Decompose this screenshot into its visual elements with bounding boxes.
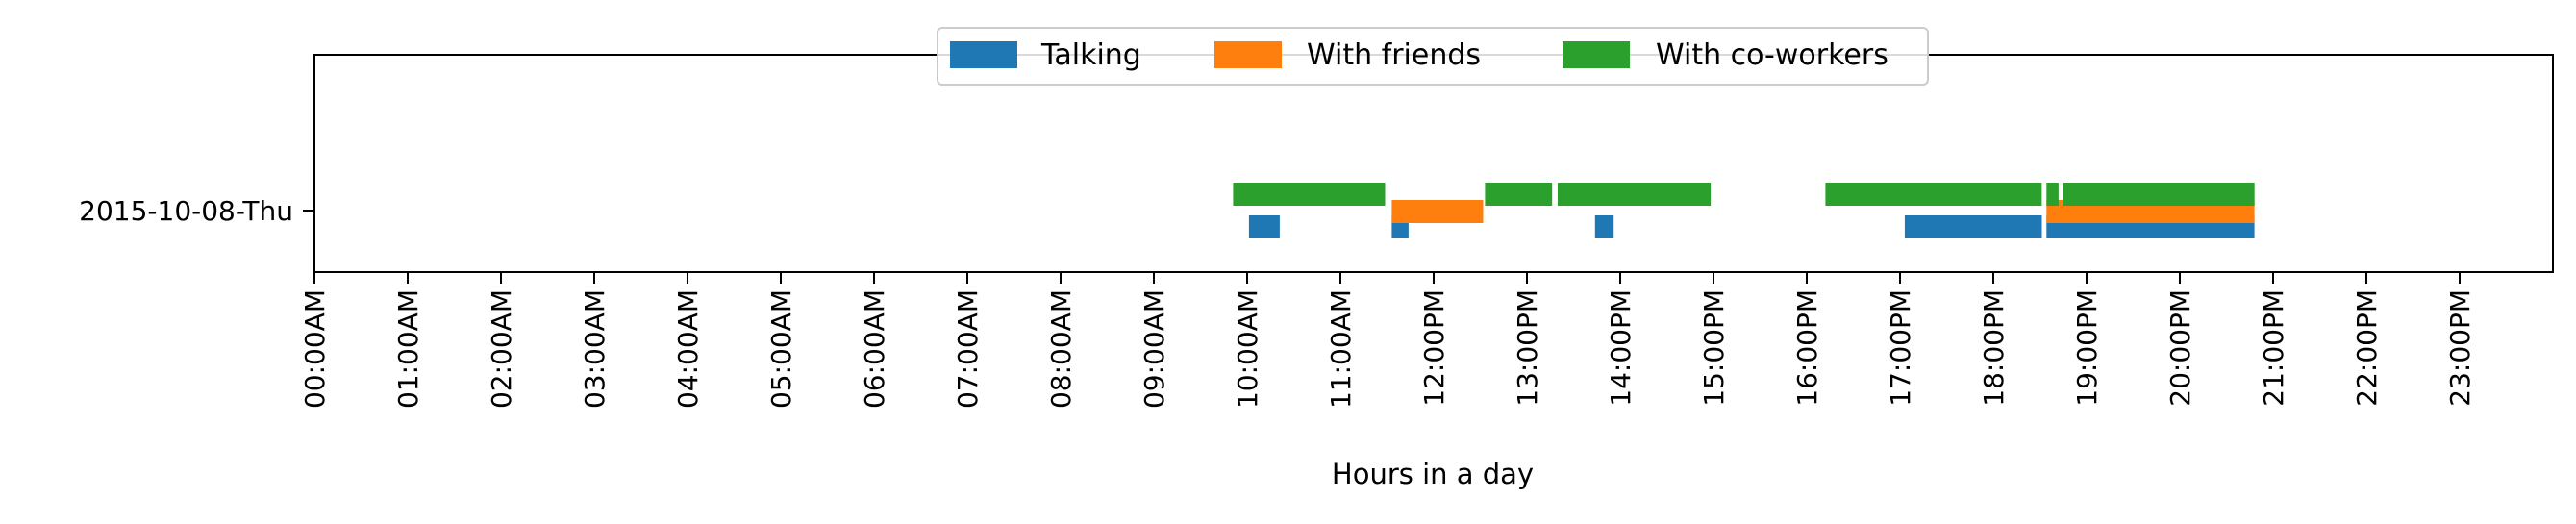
- with-co-workers-bar-2: [1485, 183, 1553, 206]
- x-tick-label: 12:00PM: [1418, 289, 1450, 407]
- x-tick-label: 19:00PM: [2071, 289, 2103, 407]
- x-tick-label: 17:00PM: [1885, 289, 1916, 407]
- legend-swatch-talking: [950, 41, 1017, 68]
- x-tick-label: 00:00AM: [299, 289, 331, 409]
- x-tick-label: 09:00AM: [1138, 289, 1170, 409]
- x-tick-label: 05:00AM: [765, 289, 797, 409]
- x-tick-label: 04:00AM: [672, 289, 704, 409]
- axes-frame: [313, 54, 2554, 273]
- x-tick-label: 21:00PM: [2258, 289, 2289, 407]
- x-tick-label: 10:00AM: [1232, 289, 1263, 409]
- with-co-workers-bar-6: [2063, 183, 2255, 206]
- legend: Talking With friends With co-workers: [937, 27, 1929, 86]
- x-tick-label: 22:00PM: [2351, 289, 2383, 407]
- x-tick-label: 07:00AM: [952, 289, 984, 409]
- legend-label-talking: Talking: [1040, 38, 1141, 72]
- legend-swatch-with-co-workers: [1563, 41, 1630, 68]
- x-axis-label: Hours in a day: [1332, 458, 1534, 490]
- legend-swatch-with-friends: [1214, 41, 1282, 68]
- data-marks: [1233, 183, 2255, 238]
- with-friends-bar-1: [1391, 200, 1484, 223]
- x-tick-label: 08:00AM: [1045, 289, 1077, 409]
- x-tick-label: 06:00AM: [859, 289, 890, 409]
- x-axis: 00:00AM 01:00AM 02:00AM 03:00AM 04:00AM 05:00…: [299, 272, 2476, 409]
- talking-bar-1: [1248, 215, 1280, 238]
- talking-bar-4: [1904, 215, 2042, 238]
- x-tick-label: 13:00PM: [1512, 289, 1543, 407]
- y-tick-label: 2015-10-08-Thu: [79, 195, 293, 227]
- x-tick-label: 03:00AM: [579, 289, 611, 409]
- legend-frame: [937, 27, 1929, 86]
- with-co-workers-bar-1: [1233, 183, 1386, 206]
- x-tick-label: 11:00AM: [1325, 289, 1357, 409]
- x-tick-label: 20:00PM: [2164, 289, 2196, 407]
- x-tick-label: 16:00PM: [1791, 289, 1823, 407]
- x-tick-label: 14:00PM: [1605, 289, 1637, 407]
- x-tick-label: 18:00PM: [1978, 289, 2010, 407]
- talking-bar-3: [1594, 215, 1614, 238]
- x-tick-label: 15:00PM: [1698, 289, 1730, 407]
- x-tick-label: 02:00AM: [486, 289, 517, 409]
- y-axis: 2015-10-08-Thu: [79, 195, 314, 227]
- x-tick-label: 23:00PM: [2444, 289, 2476, 407]
- legend-label-with-friends: With friends: [1307, 38, 1481, 72]
- with-co-workers-bar-3: [1558, 183, 1712, 206]
- with-co-workers-bar-5: [2046, 183, 2059, 206]
- with-co-workers-bar-4: [1825, 183, 2042, 206]
- legend-label-with-co-workers: With co-workers: [1656, 38, 1888, 72]
- x-tick-label: 01:00AM: [392, 289, 424, 409]
